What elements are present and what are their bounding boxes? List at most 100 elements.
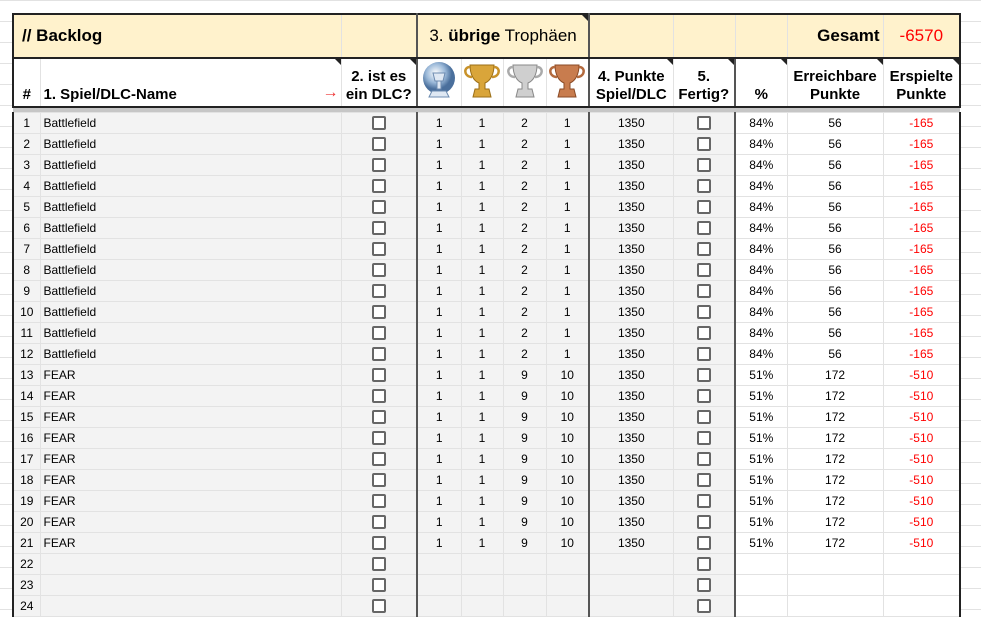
row-number[interactable]: 15	[12, 405, 41, 428]
points-cell[interactable]: 1350	[588, 300, 674, 323]
row-number[interactable]: 2	[12, 132, 41, 155]
checkbox[interactable]	[371, 598, 386, 613]
earned-points-cell[interactable]: -510	[882, 468, 962, 491]
row-number[interactable]: 21	[12, 531, 41, 554]
checkbox[interactable]	[371, 556, 386, 571]
points-cell[interactable]: 1350	[588, 510, 674, 533]
checkbox[interactable]	[371, 535, 386, 550]
platinum-count-cell[interactable]: 1	[416, 342, 462, 365]
reachable-points-cell[interactable]: 56	[786, 342, 884, 365]
earned-points-cell[interactable]: -165	[882, 195, 962, 218]
points-cell[interactable]: 1350	[588, 447, 674, 470]
reachable-points-cell[interactable]	[786, 573, 884, 596]
row-number[interactable]: 16	[12, 426, 41, 449]
row-number[interactable]: 3	[12, 153, 41, 176]
checkbox[interactable]	[696, 241, 711, 256]
earned-points-cell[interactable]: -165	[882, 111, 962, 134]
percent-cell[interactable]: 84%	[734, 279, 788, 302]
points-cell[interactable]: 1350	[588, 342, 674, 365]
reachable-points-cell[interactable]: 56	[786, 174, 884, 197]
reachable-points-cell[interactable]: 56	[786, 153, 884, 176]
game-name-cell[interactable]: Battlefield	[39, 300, 342, 323]
game-name-cell[interactable]	[39, 594, 342, 617]
percent-cell[interactable]: 84%	[734, 321, 788, 344]
gold-count-cell[interactable]: 1	[460, 132, 504, 155]
checkbox[interactable]	[371, 199, 386, 214]
percent-cell[interactable]: 51%	[734, 531, 788, 554]
bronze-count-cell[interactable]	[545, 573, 591, 596]
checkbox[interactable]	[371, 136, 386, 151]
row-number[interactable]: 5	[12, 195, 41, 218]
percent-cell[interactable]: 84%	[734, 258, 788, 281]
earned-points-cell[interactable]: -165	[882, 342, 962, 365]
platinum-count-cell[interactable]: 1	[416, 468, 462, 491]
checkbox[interactable]	[696, 199, 711, 214]
gold-count-cell[interactable]: 1	[460, 510, 504, 533]
silver-count-cell[interactable]: 2	[502, 195, 547, 218]
reachable-points-cell[interactable]: 172	[786, 468, 884, 491]
bronze-count-cell[interactable]: 1	[545, 279, 591, 302]
game-name-cell[interactable]	[39, 552, 342, 575]
row-number[interactable]: 17	[12, 447, 41, 470]
game-name-cell[interactable]: Battlefield	[39, 174, 342, 197]
points-cell[interactable]: 1350	[588, 531, 674, 554]
platinum-count-cell[interactable]	[416, 573, 462, 596]
game-name-cell[interactable]: Battlefield	[39, 279, 342, 302]
platinum-count-cell[interactable]: 1	[416, 153, 462, 176]
silver-count-cell[interactable]: 2	[502, 300, 547, 323]
gold-count-cell[interactable]: 1	[460, 531, 504, 554]
earned-points-cell[interactable]: -165	[882, 237, 962, 260]
row-number[interactable]: 1	[12, 111, 41, 134]
earned-points-cell[interactable]: -165	[882, 279, 962, 302]
silver-count-cell[interactable]: 9	[502, 468, 547, 491]
row-number[interactable]: 20	[12, 510, 41, 533]
earned-points-cell[interactable]: -510	[882, 405, 962, 428]
earned-points-cell[interactable]: -165	[882, 132, 962, 155]
points-cell[interactable]	[588, 594, 674, 617]
game-name-cell[interactable]: Battlefield	[39, 342, 342, 365]
bronze-count-cell[interactable]: 10	[545, 531, 591, 554]
percent-cell[interactable]: 84%	[734, 111, 788, 134]
percent-cell[interactable]: 51%	[734, 468, 788, 491]
checkbox[interactable]	[696, 472, 711, 487]
checkbox[interactable]	[371, 115, 386, 130]
percent-cell[interactable]	[734, 594, 788, 617]
game-name-cell[interactable]: FEAR	[39, 384, 342, 407]
checkbox[interactable]	[371, 409, 386, 424]
points-cell[interactable]: 1350	[588, 153, 674, 176]
checkbox[interactable]	[696, 598, 711, 613]
points-cell[interactable]: 1350	[588, 468, 674, 491]
platinum-count-cell[interactable]	[416, 552, 462, 575]
row-number[interactable]: 22	[12, 552, 41, 575]
earned-points-cell[interactable]: -165	[882, 153, 962, 176]
bronze-count-cell[interactable]: 10	[545, 468, 591, 491]
silver-count-cell[interactable]: 9	[502, 510, 547, 533]
silver-count-cell[interactable]: 2	[502, 342, 547, 365]
platinum-count-cell[interactable]: 1	[416, 510, 462, 533]
silver-count-cell[interactable]: 2	[502, 132, 547, 155]
checkbox[interactable]	[371, 283, 386, 298]
checkbox[interactable]	[696, 115, 711, 130]
earned-points-cell[interactable]: -510	[882, 531, 962, 554]
reachable-points-cell[interactable]: 56	[786, 321, 884, 344]
row-number[interactable]: 19	[12, 489, 41, 512]
game-name-cell[interactable]: Battlefield	[39, 195, 342, 218]
percent-cell[interactable]: 84%	[734, 300, 788, 323]
points-cell[interactable]: 1350	[588, 258, 674, 281]
platinum-count-cell[interactable]: 1	[416, 531, 462, 554]
gold-count-cell[interactable]: 1	[460, 405, 504, 428]
checkbox[interactable]	[371, 472, 386, 487]
platinum-count-cell[interactable]: 1	[416, 426, 462, 449]
percent-cell[interactable]: 84%	[734, 174, 788, 197]
points-cell[interactable]: 1350	[588, 321, 674, 344]
silver-count-cell[interactable]: 9	[502, 363, 547, 386]
silver-count-cell[interactable]: 2	[502, 279, 547, 302]
bronze-count-cell[interactable]: 1	[545, 174, 591, 197]
reachable-points-cell[interactable]: 56	[786, 111, 884, 134]
platinum-count-cell[interactable]: 1	[416, 279, 462, 302]
row-number[interactable]: 18	[12, 468, 41, 491]
checkbox[interactable]	[696, 514, 711, 529]
bronze-count-cell[interactable]: 10	[545, 489, 591, 512]
gold-count-cell[interactable]: 1	[460, 300, 504, 323]
points-cell[interactable]: 1350	[588, 489, 674, 512]
